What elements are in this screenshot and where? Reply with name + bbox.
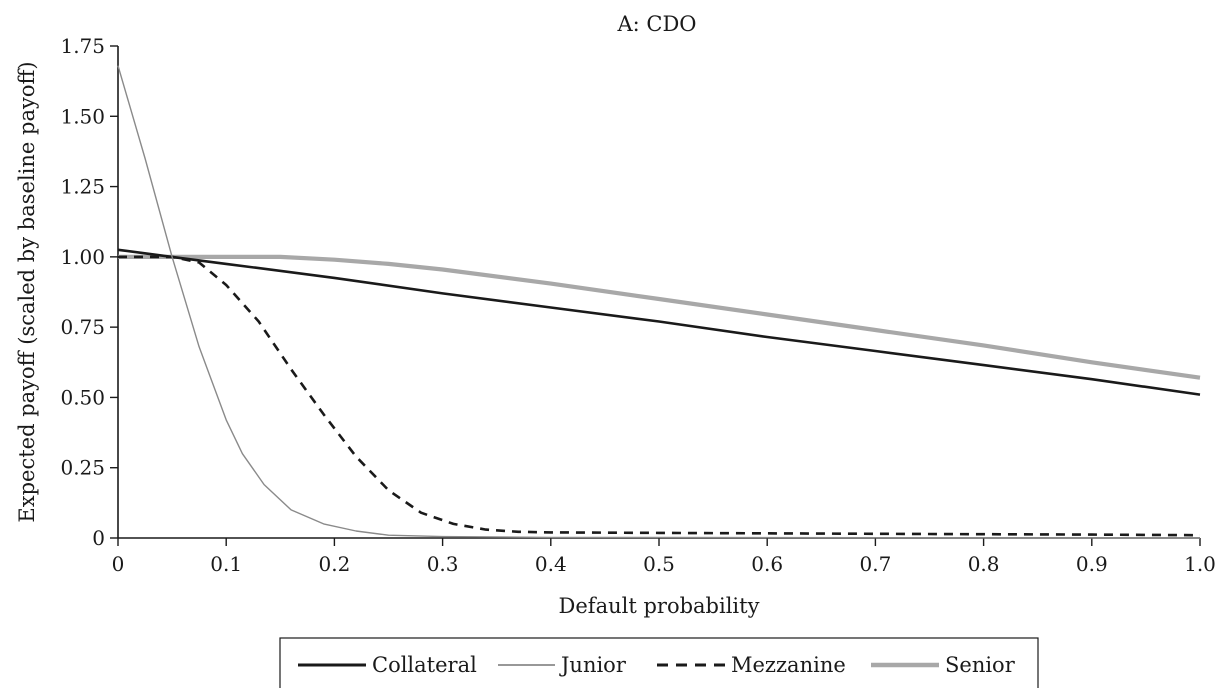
y-tick-label: 0.50 — [60, 385, 105, 409]
legend-label-mezzanine: Mezzanine — [731, 653, 846, 677]
legend: Collateral Junior Mezzanine Senior — [279, 637, 1039, 688]
legend-label-senior: Senior — [945, 653, 1016, 677]
x-tick-label: 1.0 — [1184, 552, 1216, 576]
y-tick-label: 1.00 — [60, 245, 105, 269]
y-tick-label: 1.25 — [60, 175, 105, 199]
plot-lines — [117, 65, 1201, 539]
y-ticks: 0 0.25 0.50 0.75 1.00 1.25 1.50 1.75 — [60, 34, 118, 550]
series-line-senior — [118, 254, 1201, 380]
series-line-collateral — [117, 248, 1201, 396]
x-tick-label: 0.7 — [859, 552, 891, 576]
x-tick-label: 0.5 — [643, 552, 675, 576]
y-tick-label: 1.50 — [60, 104, 105, 128]
x-tick-label: 0.6 — [751, 552, 783, 576]
legend-label-junior: Junior — [559, 653, 627, 677]
x-ticks: 0 0.1 0.2 0.3 0.4 0.5 0.6 0.7 0.8 0.9 1.0 — [112, 538, 1216, 576]
axes — [117, 46, 1200, 539]
series-line-mezzanine — [118, 255, 1201, 537]
y-tick-label: 0.25 — [60, 456, 105, 480]
legend-items: Collateral Junior Mezzanine Senior — [298, 653, 1016, 677]
x-tick-label: 0.2 — [318, 552, 350, 576]
x-axis-label: Default probability — [559, 594, 760, 618]
x-tick-label: 0.1 — [210, 552, 242, 576]
y-tick-label: 0 — [92, 526, 105, 550]
legend-box — [279, 637, 1039, 688]
x-tick-label: 0 — [112, 552, 125, 576]
y-tick-label: 1.75 — [60, 34, 105, 58]
x-tick-label: 0.4 — [535, 552, 567, 576]
chart-title: A: CDO — [616, 12, 696, 36]
y-axis-label: Expected payoff (scaled by baseline payo… — [15, 61, 39, 522]
x-tick-label: 0.9 — [1076, 552, 1108, 576]
legend-label-collateral: Collateral — [372, 653, 477, 677]
x-tick-label: 0.3 — [427, 552, 459, 576]
series-line-junior — [117, 65, 1201, 539]
y-tick-label: 0.75 — [60, 315, 105, 339]
x-tick-label: 0.8 — [968, 552, 1000, 576]
